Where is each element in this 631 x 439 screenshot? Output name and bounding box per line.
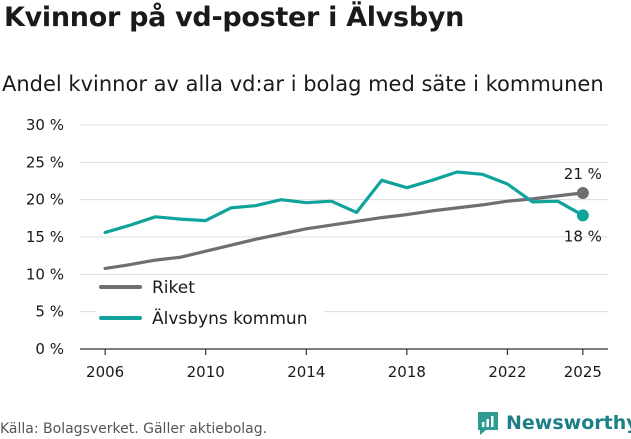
y-tick-label: 0 % — [35, 340, 64, 358]
brand-name: Newsworthy — [506, 412, 631, 434]
legend: Riket Älvsbyns kommun — [96, 278, 324, 332]
x-tick-label: 2014 — [287, 363, 325, 381]
series-line-alvsbyn — [103, 170, 585, 235]
x-tick-label: 2006 — [86, 363, 124, 381]
y-tick-label: 5 % — [35, 303, 64, 321]
y-tick-label: 25 % — [26, 153, 64, 171]
brand: Newsworthy — [476, 410, 631, 436]
series-end-label: 21 % — [564, 165, 602, 183]
x-tick-label: 2022 — [488, 363, 526, 381]
series-line-riket — [103, 191, 585, 270]
legend-backdrop — [96, 279, 324, 301]
chart-subtitle: Andel kvinnor av alla vd:ar i bolag med … — [2, 72, 604, 96]
x-tick-label: 2025 — [564, 363, 602, 381]
newsworthy-logo-icon — [478, 412, 498, 435]
x-tick-label: 2010 — [187, 363, 225, 381]
y-tick-label: 30 % — [26, 116, 64, 134]
legend-label: Älvsbyns kommun — [152, 308, 307, 329]
x-tick-label: 2018 — [388, 363, 426, 381]
y-tick-label: 20 % — [26, 191, 64, 209]
series-end-label: 18 % — [564, 227, 602, 245]
legend-backdrop — [96, 310, 324, 332]
legend-label: Riket — [152, 278, 195, 298]
y-tick-label: 10 % — [26, 265, 64, 283]
y-tick-label: 15 % — [26, 228, 64, 246]
chart-title: Kvinnor på vd-poster i Älvsbyn — [4, 2, 465, 33]
series-end-marker — [576, 186, 589, 199]
series-end-marker — [576, 209, 589, 222]
source-note: Källa: Bolagsverket. Gäller aktiebolag. — [0, 421, 268, 437]
